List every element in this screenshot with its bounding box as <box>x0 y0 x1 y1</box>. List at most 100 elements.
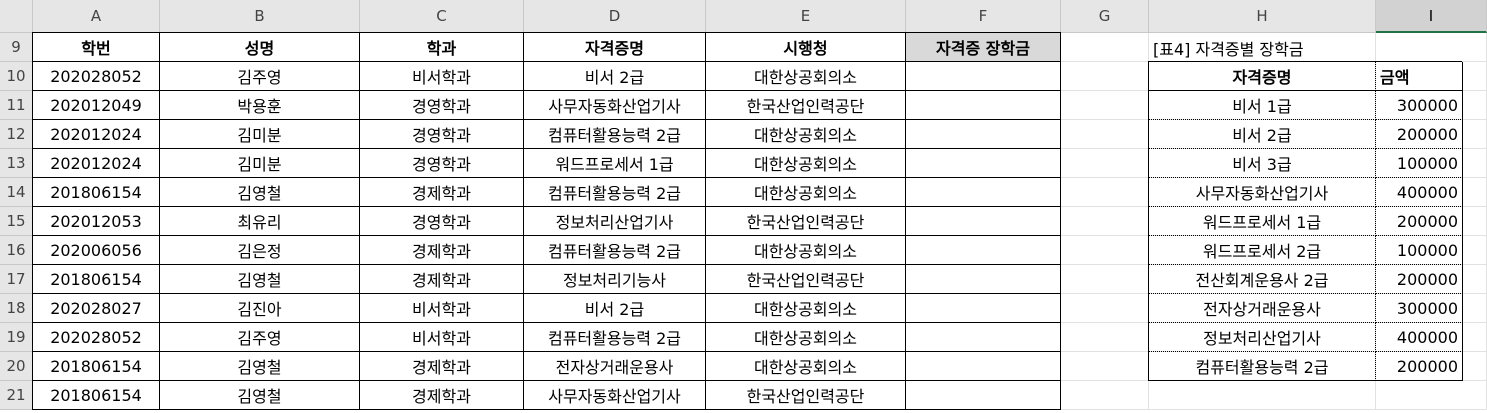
cell[interactable] <box>1061 62 1149 91</box>
main-cell[interactable] <box>906 381 1061 410</box>
main-cell[interactable]: 한국산업인력공단 <box>706 381 906 410</box>
main-cell[interactable]: 대한상공회의소 <box>706 149 906 178</box>
main-cell[interactable] <box>906 352 1061 381</box>
main-cell[interactable] <box>906 120 1061 149</box>
main-cell[interactable]: 대한상공회의소 <box>706 352 906 381</box>
cell[interactable] <box>1061 149 1149 178</box>
side-cell[interactable]: 100000 <box>1376 236 1463 265</box>
main-cell[interactable]: 김영철 <box>160 265 360 294</box>
main-cell[interactable]: 대한상공회의소 <box>706 62 906 91</box>
select-all-corner[interactable] <box>0 0 33 33</box>
side-table-title[interactable]: [표4] 자격증별 장학금 <box>1153 39 1304 59</box>
row-header-17[interactable]: 17 <box>0 265 33 294</box>
side-cell[interactable]: 400000 <box>1376 178 1463 207</box>
main-cell[interactable]: 전자상거래운용사 <box>524 352 706 381</box>
main-cell[interactable]: 한국산업인력공단 <box>706 207 906 236</box>
side-cell[interactable]: 사무자동화산업기사 <box>1149 178 1376 207</box>
row-header-18[interactable]: 18 <box>0 294 33 323</box>
main-cell[interactable]: 경제학과 <box>360 381 524 410</box>
main-cell[interactable]: 김영철 <box>160 352 360 381</box>
main-cell[interactable]: 비서학과 <box>360 323 524 352</box>
main-cell[interactable]: 김주영 <box>160 323 360 352</box>
column-header-h[interactable]: H <box>1149 0 1376 33</box>
side-cell[interactable]: 300000 <box>1376 91 1463 120</box>
main-cell[interactable]: 컴퓨터활용능력 2급 <box>524 178 706 207</box>
main-cell[interactable]: 워드프로세서 1급 <box>524 149 706 178</box>
cell[interactable] <box>1061 265 1149 294</box>
row-header-13[interactable]: 13 <box>0 149 33 178</box>
cell[interactable] <box>1061 352 1149 381</box>
main-cell[interactable]: 202028052 <box>33 62 160 91</box>
row-header-15[interactable]: 15 <box>0 207 33 236</box>
main-cell[interactable]: 201806154 <box>33 352 160 381</box>
column-header-f[interactable]: F <box>906 0 1061 33</box>
main-cell[interactable]: 경영학과 <box>360 120 524 149</box>
main-cell[interactable]: 202028027 <box>33 294 160 323</box>
main-cell[interactable]: 대한상공회의소 <box>706 178 906 207</box>
row-header-21[interactable]: 21 <box>0 381 33 410</box>
side-cell[interactable]: 200000 <box>1376 265 1463 294</box>
main-cell[interactable]: 박용훈 <box>160 91 360 120</box>
main-cell[interactable]: 김진아 <box>160 294 360 323</box>
cell[interactable] <box>1061 91 1149 120</box>
main-cell[interactable] <box>906 149 1061 178</box>
side-cell[interactable]: 컴퓨터활용능력 2급 <box>1149 352 1376 381</box>
column-header-c[interactable]: C <box>360 0 524 33</box>
side-cell[interactable]: 비서 2급 <box>1149 120 1376 149</box>
row-header-11[interactable]: 11 <box>0 91 33 120</box>
main-cell[interactable]: 경영학과 <box>360 149 524 178</box>
cell[interactable] <box>1061 120 1149 149</box>
main-header-6[interactable]: 자격증 장학금 <box>906 33 1061 62</box>
side-cell[interactable]: 100000 <box>1376 149 1463 178</box>
main-cell[interactable] <box>906 207 1061 236</box>
main-cell[interactable]: 대한상공회의소 <box>706 323 906 352</box>
side-header-1[interactable]: 자격증명 <box>1149 62 1376 91</box>
cell[interactable] <box>1061 381 1149 410</box>
main-header-2[interactable]: 성명 <box>160 33 360 62</box>
row-header-20[interactable]: 20 <box>0 352 33 381</box>
main-cell[interactable]: 경영학과 <box>360 207 524 236</box>
main-cell[interactable]: 컴퓨터활용능력 2급 <box>524 120 706 149</box>
column-header-d[interactable]: D <box>524 0 706 33</box>
main-header-1[interactable]: 학번 <box>33 33 160 62</box>
main-cell[interactable] <box>906 323 1061 352</box>
main-cell[interactable]: 김은정 <box>160 236 360 265</box>
main-cell[interactable]: 경제학과 <box>360 352 524 381</box>
row-header-16[interactable]: 16 <box>0 236 33 265</box>
main-cell[interactable]: 사무자동화산업기사 <box>524 381 706 410</box>
side-cell[interactable]: 전산회계운용사 2급 <box>1149 265 1376 294</box>
main-cell[interactable]: 정보처리기능사 <box>524 265 706 294</box>
side-cell[interactable]: 정보처리산업기사 <box>1149 323 1376 352</box>
row-header-9[interactable]: 9 <box>0 33 33 62</box>
side-cell[interactable]: 200000 <box>1376 207 1463 236</box>
main-cell[interactable]: 202012024 <box>33 149 160 178</box>
main-cell[interactable]: 201806154 <box>33 265 160 294</box>
main-cell[interactable]: 대한상공회의소 <box>706 294 906 323</box>
side-cell[interactable]: 300000 <box>1376 294 1463 323</box>
cell[interactable] <box>1061 178 1149 207</box>
main-cell[interactable]: 경제학과 <box>360 178 524 207</box>
main-cell[interactable]: 202006056 <box>33 236 160 265</box>
main-cell[interactable] <box>906 178 1061 207</box>
row-header-12[interactable]: 12 <box>0 120 33 149</box>
main-cell[interactable] <box>906 294 1061 323</box>
column-header-a[interactable]: A <box>33 0 160 33</box>
cell[interactable] <box>1061 236 1149 265</box>
cell[interactable] <box>1061 33 1149 62</box>
main-cell[interactable]: 한국산업인력공단 <box>706 91 906 120</box>
main-cell[interactable]: 경제학과 <box>360 265 524 294</box>
cell[interactable] <box>1061 207 1149 236</box>
row-header-10[interactable]: 10 <box>0 62 33 91</box>
cell[interactable] <box>1149 381 1376 410</box>
side-cell[interactable]: 전자상거래운용사 <box>1149 294 1376 323</box>
side-cell[interactable]: 400000 <box>1376 323 1463 352</box>
cell[interactable] <box>1376 381 1487 410</box>
main-cell[interactable]: 컴퓨터활용능력 2급 <box>524 236 706 265</box>
main-cell[interactable]: 202012049 <box>33 91 160 120</box>
main-cell[interactable] <box>906 265 1061 294</box>
column-header-g[interactable]: G <box>1061 0 1149 33</box>
main-cell[interactable] <box>906 91 1061 120</box>
side-cell[interactable]: 200000 <box>1376 352 1463 381</box>
main-cell[interactable]: 사무자동화산업기사 <box>524 91 706 120</box>
main-cell[interactable] <box>906 62 1061 91</box>
